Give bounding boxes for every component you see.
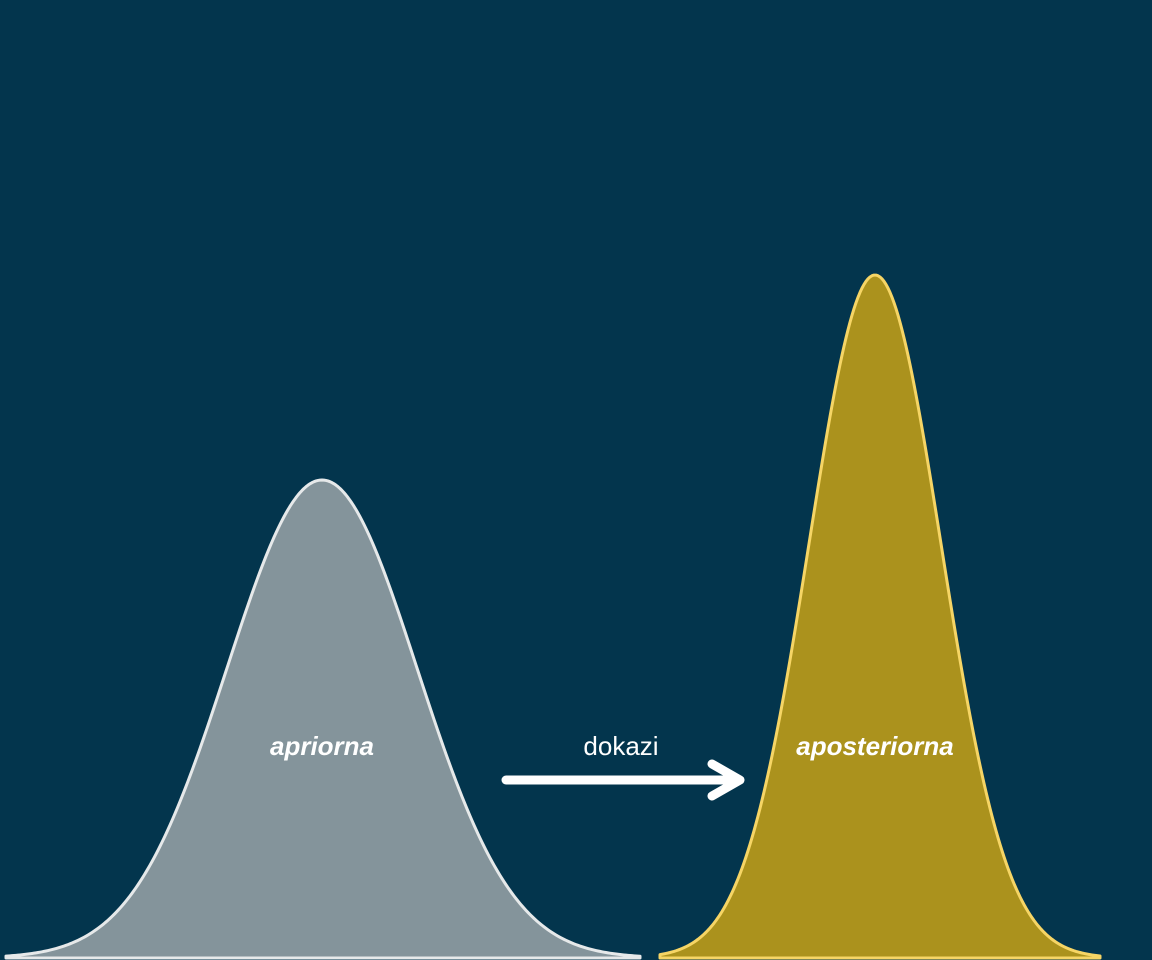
prior-label: apriorna bbox=[270, 731, 374, 761]
right-arrow-icon bbox=[501, 759, 745, 801]
posterior-distribution-curve bbox=[658, 273, 1102, 960]
evidence-label: dokazi bbox=[583, 731, 658, 761]
arrow-head bbox=[707, 759, 745, 801]
prior-distribution-curve bbox=[4, 478, 642, 960]
posterior-label: aposteriorna bbox=[796, 731, 954, 761]
